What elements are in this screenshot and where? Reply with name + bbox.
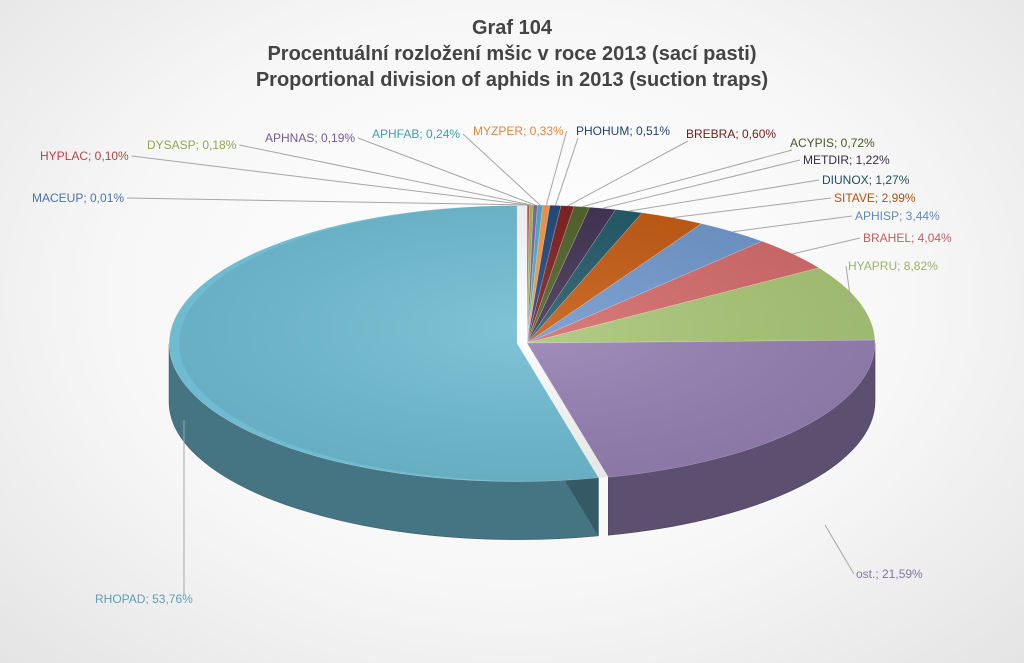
slice-label-aphnas: APHNAS; 0,19%: [265, 131, 355, 145]
leader-line: [239, 144, 532, 206]
label-leader-lines: [127, 130, 861, 596]
leader-line: [567, 140, 689, 207]
slice-label-phohum: PHOHUM; 0,51%: [576, 124, 670, 138]
leader-line: [845, 265, 853, 308]
slice-label-diunox: DIUNOX; 1,27%: [822, 173, 910, 187]
chart-title-line-1: Graf 104: [472, 17, 553, 39]
slice-label-rhopad: RHOPAD; 53,76%: [95, 592, 193, 606]
leader-line: [462, 133, 541, 206]
slice-labels: MACEUP; 0,01% HYPLAC; 0,10% DYSASP; 0,18% A…: [32, 124, 952, 606]
leader-line: [555, 137, 579, 206]
slice-label-sitave: SITAVE; 2,99%: [834, 191, 916, 205]
leader-line: [672, 197, 832, 219]
leader-line: [127, 197, 528, 206]
leader-line: [581, 149, 793, 208]
slice-label-brebra: BREBRA; 0,60%: [686, 127, 776, 141]
pie-slices: [168, 204, 876, 482]
slice-label-hyapru: HYAPRU; 8,82%: [848, 259, 938, 273]
slice-label-dysasp: DYSASP; 0,18%: [147, 138, 237, 152]
chart-title-line-2: Procentuální rozložení mšic v roce 2013 …: [267, 43, 756, 65]
leader-line: [792, 237, 861, 255]
slice-label-myzper: MYZPER; 0,33%: [473, 124, 564, 138]
leader-line: [602, 159, 801, 209]
slice-label-ost: ost.; 21,59%: [856, 567, 923, 581]
slice-label-brahel: BRAHEL; 4,04%: [863, 231, 952, 245]
slice-label-acypis: ACYPIS; 0,72%: [790, 136, 875, 150]
leader-line: [545, 130, 568, 206]
leader-line: [357, 137, 536, 206]
leader-line: [183, 420, 185, 596]
slice-label-aphisp: APHISP; 3,44%: [855, 209, 940, 223]
slice-label-maceup: MACEUP; 0,01%: [32, 191, 124, 205]
slice-label-hyplac: HYPLAC; 0,10%: [40, 149, 129, 163]
chart-title: Graf 104 Procentuální rozložení mšic v r…: [256, 17, 768, 91]
chart-title-line-3: Proportional division of aphids in 2013 …: [256, 69, 768, 91]
leader-line: [824, 524, 855, 575]
leader-line: [131, 155, 529, 206]
leader-line: [732, 215, 853, 233]
slice-label-metdir: METDIR; 1,22%: [803, 153, 890, 167]
slice-label-aphfab: APHFAB; 0,24%: [372, 127, 460, 141]
leader-line: [628, 179, 820, 212]
